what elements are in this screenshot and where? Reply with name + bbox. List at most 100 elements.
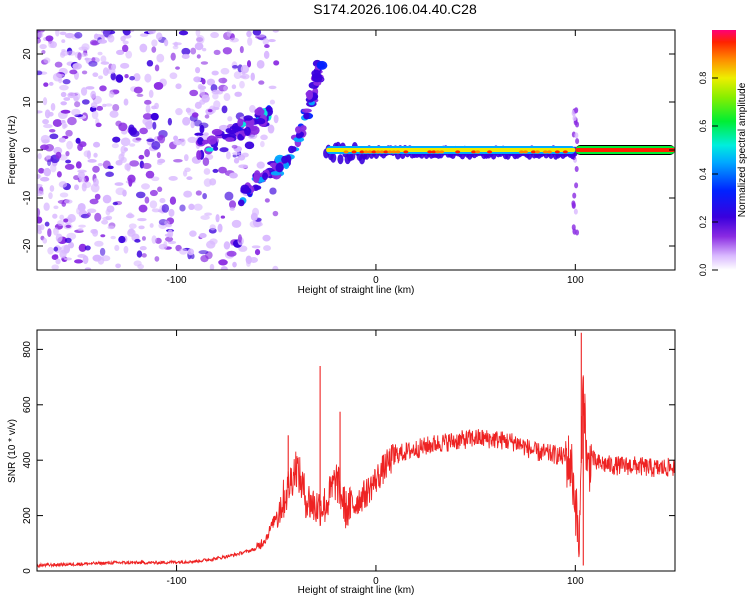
spectrogram-cell [173,139,182,146]
spectrogram-cell [44,221,50,227]
spectrogram-cell [120,145,127,154]
spectrogram-cell [219,147,229,153]
spectrogram-cell [139,33,149,37]
spectrogram-cell [63,123,68,128]
spectrogram-cell [234,91,243,97]
spectrogram-cell [74,32,83,39]
spectrogram-cell [223,93,231,102]
y-tick-label: 0 [22,568,33,574]
spectrogram-cell [123,245,129,254]
spectrogram-cell [175,83,182,90]
spectrogram-cell [78,243,87,252]
spectrogram-cell [41,50,46,55]
spectrogram-cell [269,187,277,195]
spectrogram-cell [575,138,580,145]
spectrogram-cell [156,32,163,41]
spectrogram-cell [195,190,202,196]
spectrogram-cell [554,150,560,154]
spectrogram-cell [53,205,59,210]
spectrogram-cell [262,38,269,46]
spectrogram-cell [223,241,231,250]
spectrogram-cell [225,132,237,139]
spectrogram-cell [105,215,113,221]
spectrogram-cell [269,99,276,105]
spectrogram-cell [243,115,253,121]
snr-xlabel: Height of straight line (km) [298,585,415,596]
spectrogram-cell [59,84,69,91]
spectrogram-cell [118,153,125,162]
spectrogram-cell [44,109,51,119]
spectrogram-cell [313,80,322,86]
spectrogram-cell [249,256,259,263]
spectrogram-cell [71,108,81,116]
spectrogram-cell [153,82,164,90]
spectrogram-cell [122,189,127,197]
spectrogram-cell [220,266,228,270]
spectrogram-cell [137,217,147,222]
spectrogram-cell [311,69,321,77]
spectrogram-cell [64,237,72,243]
chart-title: S174.2026.106.04.40.C28 [313,1,477,17]
spectrogram-cell [211,70,219,76]
spectrogram-cell [72,62,82,70]
spectrogram-cell [58,137,66,143]
spectrogram-cell [241,73,250,80]
spectrogram-cell [199,124,205,134]
spectrogram-ylabel: Frequency (Hz) [7,116,18,185]
spectrogram-cell [435,150,441,154]
spectrogram-cell [196,150,202,160]
colorbar-tick-label: 0.4 [698,168,708,181]
spectrogram-cell [60,119,66,124]
spectrogram-cell [112,103,120,112]
spectrogram-cell [82,181,92,189]
spectrogram-cell [110,72,116,81]
spectrogram-cell [211,128,223,136]
spectrogram-cell [167,117,173,126]
spectrogram-cell [227,116,233,122]
spectrogram-cell [383,150,389,154]
spectrogram-cell [114,182,124,186]
spectrogram-cell [99,85,107,92]
spectrogram-cell [186,176,193,181]
spectrogram-cell [115,159,123,166]
spectrogram-cell [337,154,344,165]
spectrogram-cell [258,80,265,85]
spectrogram-cell [572,192,577,199]
spectrogram-cell [64,163,75,170]
spectrogram-cell [191,112,199,118]
spectrogram-cell [144,121,154,128]
spectrogram-cell [50,163,57,173]
spectrogram-cell [74,101,81,108]
spectrogram-cell [37,216,43,224]
spectrogram-cell [135,191,146,199]
spectrogram-cell [240,187,251,194]
spectrogram-cell [43,124,53,129]
spectrogram-cell [146,138,155,142]
spectrogram-cell [91,57,96,62]
spectrogram-cell [168,208,175,217]
spectrogram-cell [254,185,262,190]
spectrogram-cell [78,224,86,228]
spectrogram-cell [39,30,45,33]
spectrogram-cell [105,103,113,107]
spectrogram-cell [213,49,221,56]
spectrogram-cell [124,73,129,79]
spectrogram-cell [226,250,237,257]
spectrogram-cell [475,150,481,154]
spectrogram-cell [42,97,48,106]
spectrogram-cell [266,106,273,113]
spectrogram-cell [343,150,349,154]
spectrogram-cell [170,52,176,61]
spectrogram-cell [254,118,266,125]
spectrogram-cell [246,30,252,38]
spectrogram-cell [135,137,142,141]
spectrogram-cell [188,203,195,211]
spectrogram-cell [194,101,202,109]
spectrogram-cell [571,224,576,231]
spectrogram-cell [147,30,156,35]
spectrogram-cell [58,181,68,188]
spectrogram-cell [37,183,43,188]
spectrogram-cell [190,47,197,55]
spectrogram-cell [118,122,128,132]
